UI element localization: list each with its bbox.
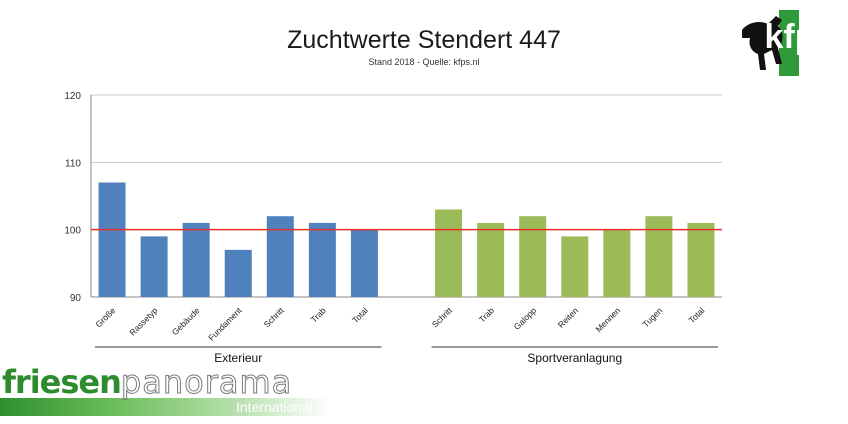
bar xyxy=(645,216,673,297)
x-tick-label: Trab xyxy=(309,305,328,324)
x-tick-label: Trab xyxy=(477,305,496,324)
bar xyxy=(687,222,715,297)
x-tick-label: Reiten xyxy=(556,305,581,330)
x-tick-label: Total xyxy=(687,305,707,325)
bar xyxy=(308,222,336,297)
y-tick-label: 90 xyxy=(70,293,82,304)
x-tick-label: Total xyxy=(350,305,370,325)
x-tick-label: Rassetyp xyxy=(127,305,159,337)
bar xyxy=(603,229,631,297)
brand-word-friesen: friesen xyxy=(2,363,122,401)
logo-text: kfp xyxy=(765,18,816,56)
bar xyxy=(140,236,168,297)
bar xyxy=(477,222,505,297)
chart-title: Zuchtwerte Stendert 447 xyxy=(287,26,561,54)
brand-wordmark: friesenpanorama xyxy=(2,364,292,407)
bar xyxy=(350,229,378,297)
x-tick-label: Tugen xyxy=(640,305,664,329)
brand-logo: friesenpanorama International xyxy=(0,364,340,424)
logo-green-bar xyxy=(779,10,799,76)
y-tick-label: 120 xyxy=(64,91,81,102)
brand-word-panorama: panorama xyxy=(120,363,293,401)
x-tick-label: Fundament xyxy=(206,305,244,343)
x-tick-label: Mennen xyxy=(593,305,622,334)
y-tick-label: 100 xyxy=(64,226,81,237)
bar xyxy=(266,216,294,297)
x-tick-label: Gebäude xyxy=(170,305,202,337)
bar xyxy=(519,216,547,297)
bar xyxy=(224,249,252,297)
group-label: Sportveranlagung xyxy=(527,351,622,365)
x-tick-label: Schritt xyxy=(262,305,287,330)
y-tick-label: 110 xyxy=(65,158,81,169)
group-label: Exterieur xyxy=(214,351,262,365)
horse-icon xyxy=(742,16,783,70)
x-tick-label: Schritt xyxy=(430,305,455,330)
bar xyxy=(182,222,210,297)
bar xyxy=(561,236,589,297)
x-tick-label: Galopp xyxy=(512,305,539,332)
bar xyxy=(435,209,463,297)
chart-subtitle: Stand 2018 - Quelle: kfps.nl xyxy=(368,57,480,67)
bar xyxy=(98,182,126,297)
kfp-logo: kfp xyxy=(742,10,816,76)
x-tick-label: Größe xyxy=(93,305,117,329)
brand-bar xyxy=(0,398,330,416)
brand-word-international: International xyxy=(236,399,314,415)
